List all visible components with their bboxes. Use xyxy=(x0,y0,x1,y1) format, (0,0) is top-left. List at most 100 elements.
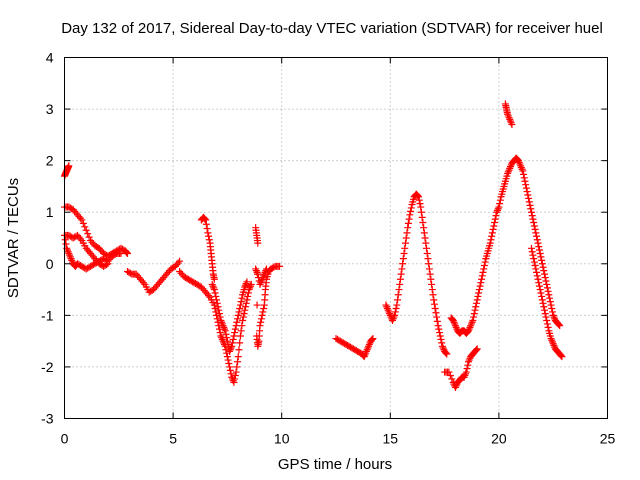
data-point xyxy=(419,219,427,227)
data-point xyxy=(224,356,232,364)
data-point xyxy=(415,196,423,204)
x-tick-label: 25 xyxy=(600,431,616,447)
data-point xyxy=(243,296,251,304)
data-point xyxy=(239,317,247,325)
data-point xyxy=(399,260,407,268)
series-segment-16-spike-20h xyxy=(501,100,516,129)
data-point xyxy=(534,239,542,247)
data-point xyxy=(435,325,443,333)
data-point xyxy=(257,318,265,326)
data-point xyxy=(528,212,536,220)
data-point xyxy=(360,353,368,361)
data-point xyxy=(420,224,428,232)
data-point xyxy=(205,292,213,300)
data-point xyxy=(252,267,260,275)
data-point xyxy=(76,214,84,222)
data-point xyxy=(418,213,426,221)
data-point xyxy=(525,194,533,202)
data-point xyxy=(404,219,412,227)
data-point xyxy=(536,249,544,257)
data-point xyxy=(432,309,440,317)
data-point xyxy=(205,232,213,240)
data-point xyxy=(420,229,428,237)
data-point xyxy=(404,224,412,232)
data-point xyxy=(367,336,375,344)
data-point xyxy=(465,356,473,364)
data-point xyxy=(547,335,555,343)
data-point xyxy=(66,251,74,259)
data-point xyxy=(477,279,485,287)
data-point xyxy=(225,359,233,367)
data-point xyxy=(548,308,556,316)
data-point xyxy=(413,191,421,199)
data-point xyxy=(525,198,533,206)
data-point xyxy=(555,321,563,329)
data-point xyxy=(416,200,424,208)
data-point xyxy=(233,318,241,326)
data-point xyxy=(79,219,87,227)
data-point xyxy=(256,280,264,288)
data-point xyxy=(544,287,552,295)
data-point xyxy=(407,207,415,215)
data-point xyxy=(520,170,528,178)
data-point xyxy=(544,323,552,331)
data-point xyxy=(535,279,543,287)
data-point xyxy=(476,282,484,290)
data-point xyxy=(417,208,425,216)
data-point xyxy=(530,255,538,263)
y-tick-label: 2 xyxy=(46,153,54,169)
data-point xyxy=(467,320,475,328)
data-point xyxy=(489,225,497,233)
data-point xyxy=(543,280,551,288)
data-point xyxy=(211,289,219,297)
data-point xyxy=(546,298,554,306)
data-point xyxy=(362,349,370,357)
data-point xyxy=(543,317,551,325)
data-point xyxy=(496,200,504,208)
data-point xyxy=(239,313,247,321)
data-point xyxy=(385,308,393,316)
data-point xyxy=(425,260,433,268)
y-tick-label: 0 xyxy=(46,256,54,272)
data-point xyxy=(428,280,436,288)
data-point xyxy=(522,184,530,192)
data-point xyxy=(542,277,550,285)
data-point xyxy=(451,320,459,328)
data-point xyxy=(491,219,499,227)
data-point xyxy=(217,317,225,325)
series-segment-2-upper-decline xyxy=(61,203,131,260)
data-point xyxy=(466,323,474,331)
data-point xyxy=(394,291,402,299)
data-point xyxy=(204,229,212,237)
grid-lines xyxy=(64,57,608,419)
data-point xyxy=(253,268,261,276)
data-point xyxy=(422,239,430,247)
data-point xyxy=(443,350,451,358)
data-point xyxy=(65,249,73,257)
y-tick-label: -1 xyxy=(41,307,54,323)
data-point xyxy=(85,233,93,241)
data-point xyxy=(402,234,410,242)
data-point xyxy=(548,336,556,344)
data-point xyxy=(438,339,446,347)
data-point xyxy=(260,304,268,312)
data-point xyxy=(451,322,459,330)
data-point xyxy=(479,268,487,276)
data-point xyxy=(218,320,226,328)
data-point xyxy=(231,329,239,337)
data-point xyxy=(421,234,429,242)
data-point xyxy=(402,239,410,247)
data-point xyxy=(515,158,523,166)
data-point xyxy=(445,368,453,376)
series-segment-17-tail-22h xyxy=(527,244,566,361)
data-point xyxy=(243,278,251,286)
data-point xyxy=(517,164,525,172)
data-point xyxy=(104,260,112,268)
data-point xyxy=(227,370,235,378)
data-point xyxy=(123,249,131,257)
data-point xyxy=(541,310,549,318)
data-point xyxy=(543,284,551,292)
data-point xyxy=(246,284,254,292)
series-segment-1-early-rise xyxy=(61,162,73,180)
data-point xyxy=(433,317,441,325)
